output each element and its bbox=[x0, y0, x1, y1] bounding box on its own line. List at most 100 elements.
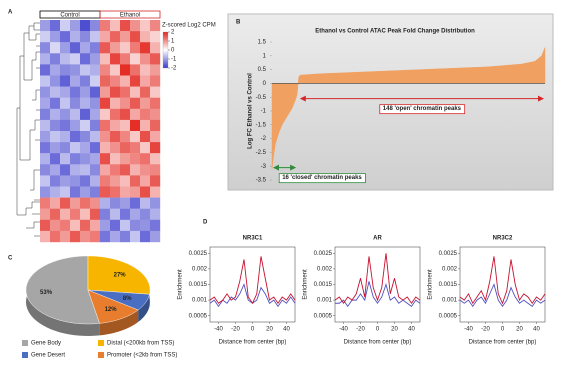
heatmap-cell bbox=[50, 142, 61, 154]
heatmap-cell bbox=[50, 230, 61, 243]
x-tick-label: 40 bbox=[533, 327, 540, 333]
heatmap-cell bbox=[120, 42, 131, 54]
heatmap-cell bbox=[110, 31, 121, 43]
heatmap-cell bbox=[100, 208, 111, 220]
heatmap-cell bbox=[60, 53, 71, 65]
y-tick-label: 0.0025 bbox=[314, 251, 333, 257]
heatmap-cell bbox=[110, 86, 121, 98]
heatmap-cell bbox=[40, 86, 51, 98]
heatmap-cell bbox=[110, 175, 121, 187]
heatmap-cell bbox=[50, 86, 61, 98]
heatmap-cell bbox=[120, 197, 131, 209]
legend-swatch bbox=[22, 352, 28, 358]
heatmap-cell bbox=[140, 164, 151, 176]
heatmap-cell bbox=[120, 53, 131, 65]
heatmap-cell bbox=[70, 219, 81, 232]
heatmap-cell bbox=[70, 97, 81, 109]
heatmap-cell bbox=[100, 230, 111, 243]
heatmap-cell bbox=[110, 208, 121, 220]
heatmap-cell bbox=[50, 75, 61, 87]
heatmap-cell bbox=[40, 164, 51, 176]
heatmap-cell bbox=[100, 86, 111, 98]
y-tick-label: 0.0015 bbox=[439, 282, 458, 288]
heatmap-cell bbox=[110, 20, 121, 32]
panel-letter: D bbox=[203, 220, 208, 226]
dendrogram bbox=[16, 22, 40, 237]
y-tick-label: -2.5 bbox=[256, 150, 267, 156]
heatmap-cell bbox=[150, 119, 161, 132]
panel-letter: A bbox=[8, 10, 13, 16]
heatmap-cell bbox=[90, 219, 101, 232]
heatmap-cell bbox=[140, 142, 151, 154]
heatmap-cell bbox=[120, 131, 131, 143]
heatmap-cell bbox=[80, 75, 91, 87]
y-tick-label: 0.5 bbox=[258, 67, 267, 73]
group-label: Ethanol bbox=[120, 12, 140, 18]
annotation-label: 16 'closed' chromatin peaks bbox=[282, 175, 362, 181]
heatmap-cell bbox=[130, 86, 141, 98]
heatmap-cell bbox=[120, 164, 131, 176]
y-tick-label: 1.5 bbox=[258, 40, 267, 46]
y-tick-label: -1.5 bbox=[256, 122, 267, 128]
heatmap-cell bbox=[140, 75, 151, 87]
heatmap-cell bbox=[50, 108, 61, 121]
heatmap-cell bbox=[90, 86, 101, 98]
heatmap-cell bbox=[90, 64, 101, 76]
heatmap-cell bbox=[80, 230, 91, 243]
y-tick-label: 1 bbox=[263, 53, 267, 59]
heatmap-cell bbox=[50, 131, 61, 143]
heatmap-cell bbox=[150, 230, 161, 243]
heatmap-cell bbox=[90, 20, 101, 32]
heatmap-cell bbox=[80, 31, 91, 43]
x-tick-label: 0 bbox=[376, 327, 380, 333]
heatmap-cell bbox=[120, 86, 131, 98]
annotation-box bbox=[379, 104, 466, 115]
heatmap-cell bbox=[60, 197, 71, 209]
heatmap-cell bbox=[80, 142, 91, 154]
heatmap-cell bbox=[100, 53, 111, 65]
heatmap-cell bbox=[80, 20, 91, 32]
heatmap-cell bbox=[110, 64, 121, 76]
heatmap-cell bbox=[140, 175, 151, 187]
heatmap-cell bbox=[60, 119, 71, 132]
y-tick-label: 0 bbox=[263, 81, 267, 87]
colorbar-tick-label: 0 bbox=[171, 48, 175, 54]
heatmap-cell bbox=[60, 108, 71, 121]
heatmap-cell bbox=[150, 75, 161, 87]
heatmap-cell bbox=[80, 64, 91, 76]
heatmap-cell bbox=[150, 142, 161, 154]
heatmap-cell bbox=[130, 108, 141, 121]
heatmap-cell bbox=[70, 153, 81, 165]
heatmap-cell bbox=[50, 175, 61, 187]
heatmap-cell bbox=[140, 208, 151, 220]
heatmap-cell bbox=[90, 153, 101, 165]
heatmap-cell bbox=[50, 153, 61, 165]
heatmap-cell bbox=[150, 186, 161, 198]
heatmap-cell bbox=[50, 42, 61, 54]
pie-slice bbox=[25, 255, 100, 325]
heatmap-cell bbox=[100, 75, 111, 87]
heatmap-cell bbox=[50, 186, 61, 198]
legend-label: Distal (<200kb from TSS) bbox=[107, 341, 174, 347]
slice-label: 53% bbox=[40, 290, 53, 296]
heatmap-cell bbox=[140, 86, 151, 98]
annotation-label: 148 'open' chromatin peaks bbox=[383, 106, 462, 112]
heatmap-cell bbox=[130, 64, 141, 76]
heatmap-cell bbox=[70, 86, 81, 98]
legend-swatch bbox=[22, 340, 28, 346]
colorbar bbox=[162, 31, 169, 69]
heatmap-cell bbox=[130, 197, 141, 209]
heatmap-cell bbox=[130, 208, 141, 220]
heatmap-cell bbox=[100, 175, 111, 187]
heatmap-cell bbox=[100, 142, 111, 154]
heatmap-cell bbox=[90, 230, 101, 243]
heatmap-cell bbox=[80, 175, 91, 187]
heatmap-cell bbox=[140, 131, 151, 143]
heatmap-cell bbox=[40, 31, 51, 43]
heatmap-cell bbox=[140, 31, 151, 43]
colorbar-tick-label: -1 bbox=[171, 57, 177, 63]
heatmap-cell bbox=[80, 42, 91, 54]
plot-frame bbox=[209, 246, 296, 323]
heatmap-cell bbox=[40, 208, 51, 220]
colorbar-tick-label: 1 bbox=[171, 39, 175, 45]
